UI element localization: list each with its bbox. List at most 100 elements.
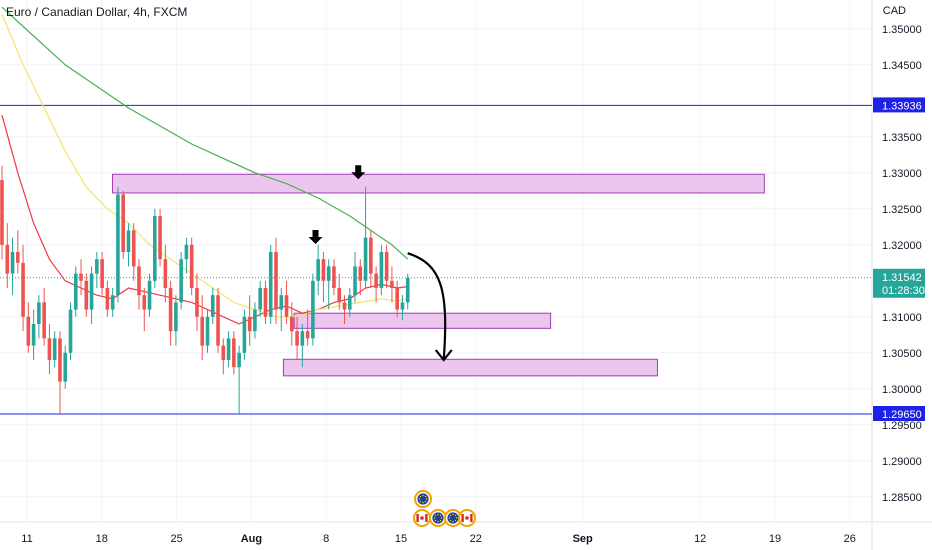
zone-rectangle[interactable]	[293, 312, 552, 329]
down-arrow-marker[interactable]	[308, 230, 323, 244]
eu-flag-star	[434, 514, 437, 517]
candle	[353, 252, 357, 303]
candle-body	[205, 316, 210, 346]
level-price-badge[interactable]	[873, 406, 925, 421]
time-axis[interactable]: 11 18 25 Aug 8 15 22 Sep 12 19 26	[21, 533, 856, 545]
candle	[321, 252, 326, 303]
bar-countdown-label: 01:28:30	[882, 285, 925, 297]
moving-average-line	[1, 14, 408, 318]
candle-body	[47, 338, 52, 360]
candle	[26, 302, 31, 353]
projection-arrow[interactable]	[407, 252, 447, 361]
candle	[21, 244, 25, 332]
candle	[342, 295, 347, 324]
candle-body	[253, 309, 257, 332]
moving-average-line	[1, 6, 409, 260]
candle	[363, 187, 368, 288]
candle	[405, 273, 410, 310]
canada-flag-icon[interactable]	[458, 509, 476, 527]
down-arrow-marker[interactable]	[351, 165, 366, 180]
eu-flag-star	[425, 498, 428, 500]
eu-flag-star	[418, 498, 421, 500]
time-tick-label: Sep	[573, 533, 593, 545]
last-price-label: 1.31542	[882, 272, 922, 284]
candle-body	[268, 252, 273, 317]
time-tick-label: 18	[96, 533, 108, 545]
candle-body	[374, 273, 378, 288]
candle	[5, 223, 10, 288]
candle	[200, 295, 205, 360]
ca-flag-bar	[416, 514, 419, 522]
candle-body	[42, 302, 46, 339]
candle-body	[163, 259, 168, 288]
candle-body	[168, 288, 173, 332]
eu-flag-star	[452, 520, 454, 523]
zone-rectangle[interactable]	[282, 358, 658, 377]
candle	[37, 295, 41, 339]
economic-event-icons[interactable]	[413, 490, 476, 527]
eu-flag-icon[interactable]	[414, 490, 432, 508]
candle-body	[405, 277, 410, 303]
eu-flag-star	[455, 517, 458, 519]
ca-flag-leaf	[465, 516, 469, 520]
candle	[0, 165, 4, 260]
eu-flag-star	[422, 494, 424, 497]
annotations[interactable]	[308, 165, 453, 362]
candle-body	[300, 331, 305, 346]
supply-demand-zones[interactable]	[111, 173, 765, 377]
candle	[63, 345, 68, 389]
eu-flag-icon[interactable]	[444, 509, 462, 527]
candle-body	[68, 309, 73, 353]
candle	[195, 273, 199, 332]
eu-flag-star	[454, 519, 457, 522]
candle-body	[258, 288, 262, 310]
price-tick-label: 1.30500	[882, 348, 922, 360]
candle	[137, 259, 141, 310]
candle	[47, 324, 52, 375]
level-price-badge[interactable]	[873, 97, 925, 113]
candle	[384, 244, 389, 288]
candle	[347, 288, 352, 317]
candle	[42, 288, 46, 346]
candle	[95, 252, 99, 288]
candle	[73, 266, 78, 317]
candle	[205, 309, 210, 353]
ca-flag-bar	[425, 514, 428, 522]
price-axis[interactable]: 1.35000 1.34500 1.33500 1.33000 1.32500 1.320…	[873, 24, 925, 504]
candle-body	[369, 237, 373, 274]
eu-flag-star	[419, 495, 422, 498]
candle	[237, 345, 241, 414]
candle-body	[295, 331, 299, 346]
candle-body	[63, 352, 68, 382]
candle	[105, 280, 110, 317]
zone-rectangle[interactable]	[111, 173, 765, 194]
candle	[316, 244, 320, 296]
time-tick-label: 19	[769, 533, 781, 545]
time-tick-label: Aug	[241, 533, 262, 545]
last-price-badge[interactable]	[873, 268, 925, 298]
candle-body	[31, 324, 36, 346]
candle	[100, 252, 104, 296]
horizontal-levels[interactable]	[0, 104, 872, 415]
candle-body	[305, 331, 310, 339]
candle-body	[26, 316, 31, 346]
projection-arrow-head[interactable]	[434, 349, 453, 362]
time-tick-label: 26	[844, 533, 856, 545]
candle-body	[21, 262, 25, 317]
eu-flag-star	[433, 517, 436, 519]
candle-body	[153, 216, 157, 281]
time-tick-label: 25	[170, 533, 182, 545]
axis-currency-label: CAD	[882, 5, 906, 17]
candle	[168, 280, 173, 346]
price-tick-label: 1.29000	[882, 456, 922, 468]
candle-body	[400, 302, 405, 310]
candle-body	[379, 252, 384, 288]
candle-body	[247, 316, 252, 332]
ca-flag-bar	[470, 514, 473, 522]
eu-flag-icon[interactable]	[429, 509, 447, 527]
price-tick-label: 1.28500	[882, 492, 922, 504]
canada-flag-icon[interactable]	[413, 509, 431, 527]
price-tick-label: 1.35000	[882, 24, 922, 36]
candle-body	[226, 338, 231, 360]
